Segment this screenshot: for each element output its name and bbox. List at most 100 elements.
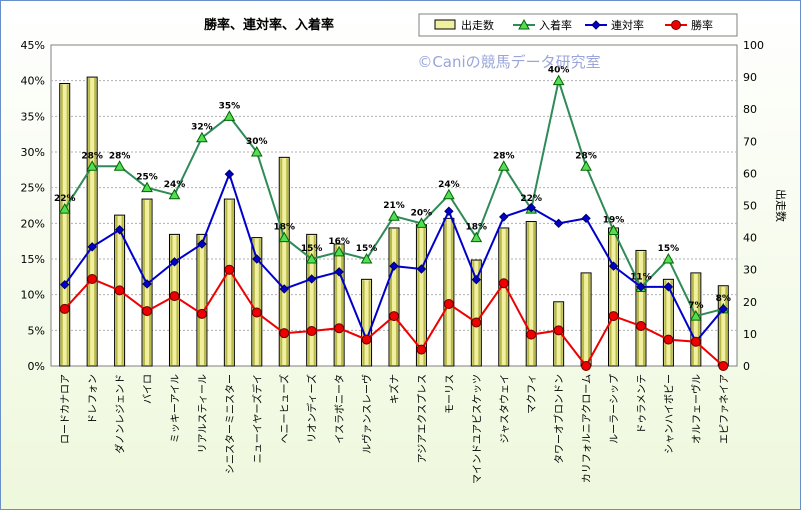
point-marker — [141, 181, 153, 193]
bar — [470, 259, 482, 367]
point-marker — [59, 303, 70, 314]
point-marker — [553, 218, 564, 229]
category-label: ルヴァンスレーヴ — [361, 374, 374, 454]
point-marker — [58, 203, 71, 214]
data-label: 18% — [466, 223, 488, 233]
bar — [59, 83, 71, 367]
category-label: ダノンレジェンド — [114, 374, 127, 454]
point-marker — [250, 145, 263, 157]
data-label: 16% — [328, 237, 350, 247]
point-marker — [389, 311, 399, 322]
bar — [635, 249, 647, 367]
point-marker — [471, 317, 482, 328]
data-label: 22% — [520, 194, 542, 204]
left-tick-label: 30% — [21, 146, 45, 159]
point-marker — [142, 306, 153, 317]
legend-label: 連対率 — [611, 18, 644, 32]
bar — [86, 76, 98, 367]
left-tick-label: 5% — [28, 324, 45, 337]
point-marker — [444, 206, 454, 216]
data-label: 28% — [575, 151, 597, 161]
chart-title: 勝率、連対率、入着率 — [204, 17, 334, 33]
point-marker — [690, 336, 701, 347]
category-label: マクフィ — [526, 374, 538, 414]
left-tick-label: 25% — [21, 182, 45, 195]
category-label: モーリス — [445, 374, 456, 414]
legend-swatch — [434, 19, 456, 30]
point-marker — [113, 160, 126, 171]
data-label: 7% — [688, 301, 703, 311]
point-marker — [499, 212, 509, 222]
category-label: キズナ — [388, 374, 401, 404]
data-label: 28% — [493, 151, 515, 161]
legend-marker — [518, 18, 530, 30]
right-tick-label: 100 — [743, 39, 764, 52]
legend-label: 入着率 — [539, 18, 572, 32]
point-marker — [389, 261, 399, 271]
point-marker — [169, 291, 180, 302]
point-marker — [278, 231, 291, 243]
category-label: タワーオブロンドン — [553, 374, 566, 464]
point-marker — [306, 274, 317, 284]
point-marker — [662, 252, 675, 264]
point-marker — [279, 284, 289, 294]
category-label: ニューイヤーズデイ — [251, 374, 264, 463]
bar — [223, 198, 235, 367]
category-label: アジアエクスプレス — [416, 374, 428, 463]
bar — [662, 278, 674, 367]
point-marker — [169, 257, 180, 267]
data-label: 24% — [164, 180, 186, 190]
point-marker — [196, 308, 207, 319]
category-label: オルフェーヴル — [690, 374, 703, 444]
legend-label: 出走数 — [461, 18, 494, 32]
left-tick-label: 20% — [21, 217, 45, 230]
point-marker — [60, 279, 70, 290]
left-tick-label: 35% — [21, 110, 45, 123]
data-label: 25% — [136, 173, 158, 183]
point-marker — [223, 110, 236, 121]
data-label: 15% — [301, 244, 323, 254]
point-marker — [142, 279, 152, 289]
legend-box — [418, 13, 738, 37]
point-marker — [526, 202, 536, 213]
right-tick-label: 60 — [743, 167, 757, 180]
legend: 出走数 入着率 連対率 勝率 — [418, 13, 738, 37]
right-tick-label: 0 — [743, 360, 750, 373]
bar — [196, 233, 208, 367]
point-marker — [196, 131, 208, 143]
point-marker — [498, 278, 509, 289]
point-marker — [87, 242, 97, 252]
category-label: バイロ — [142, 374, 154, 404]
right-tick-label: 20 — [743, 296, 757, 309]
point-marker — [168, 188, 181, 200]
category-label: ドレフォン — [88, 374, 99, 424]
data-label: 35% — [219, 101, 241, 111]
point-marker — [252, 254, 262, 264]
point-marker — [333, 245, 345, 257]
left-axis-ticks: 0% 5% 10% 15% 20% 25% 30% 35% 40% 45% — [21, 39, 45, 373]
point-marker — [114, 225, 125, 235]
point-marker — [718, 304, 728, 314]
category-label: リアルスティール — [198, 374, 209, 453]
data-label: 21% — [383, 201, 405, 211]
data-label: 22% — [54, 194, 76, 204]
point-marker — [636, 282, 646, 292]
category-label: シャンハイボビー — [663, 374, 675, 454]
category-label: ジャスタウェイ — [499, 374, 511, 444]
category-label: ミッキーアイル — [170, 374, 181, 443]
category-label: カリフォルニアクローム — [581, 374, 593, 483]
legend-label: 勝率 — [691, 18, 713, 32]
data-label: 15% — [658, 244, 680, 254]
bar — [388, 227, 400, 367]
right-tick-label: 50 — [743, 200, 757, 213]
point-marker — [663, 334, 674, 345]
data-label: 32% — [191, 123, 213, 133]
category-label: ルーラーシップ — [609, 374, 621, 444]
point-marker — [224, 264, 235, 275]
point-marker — [608, 261, 619, 271]
point-marker — [87, 273, 98, 284]
category-label: ドゥラメンテ — [636, 374, 648, 434]
point-marker — [581, 361, 592, 371]
